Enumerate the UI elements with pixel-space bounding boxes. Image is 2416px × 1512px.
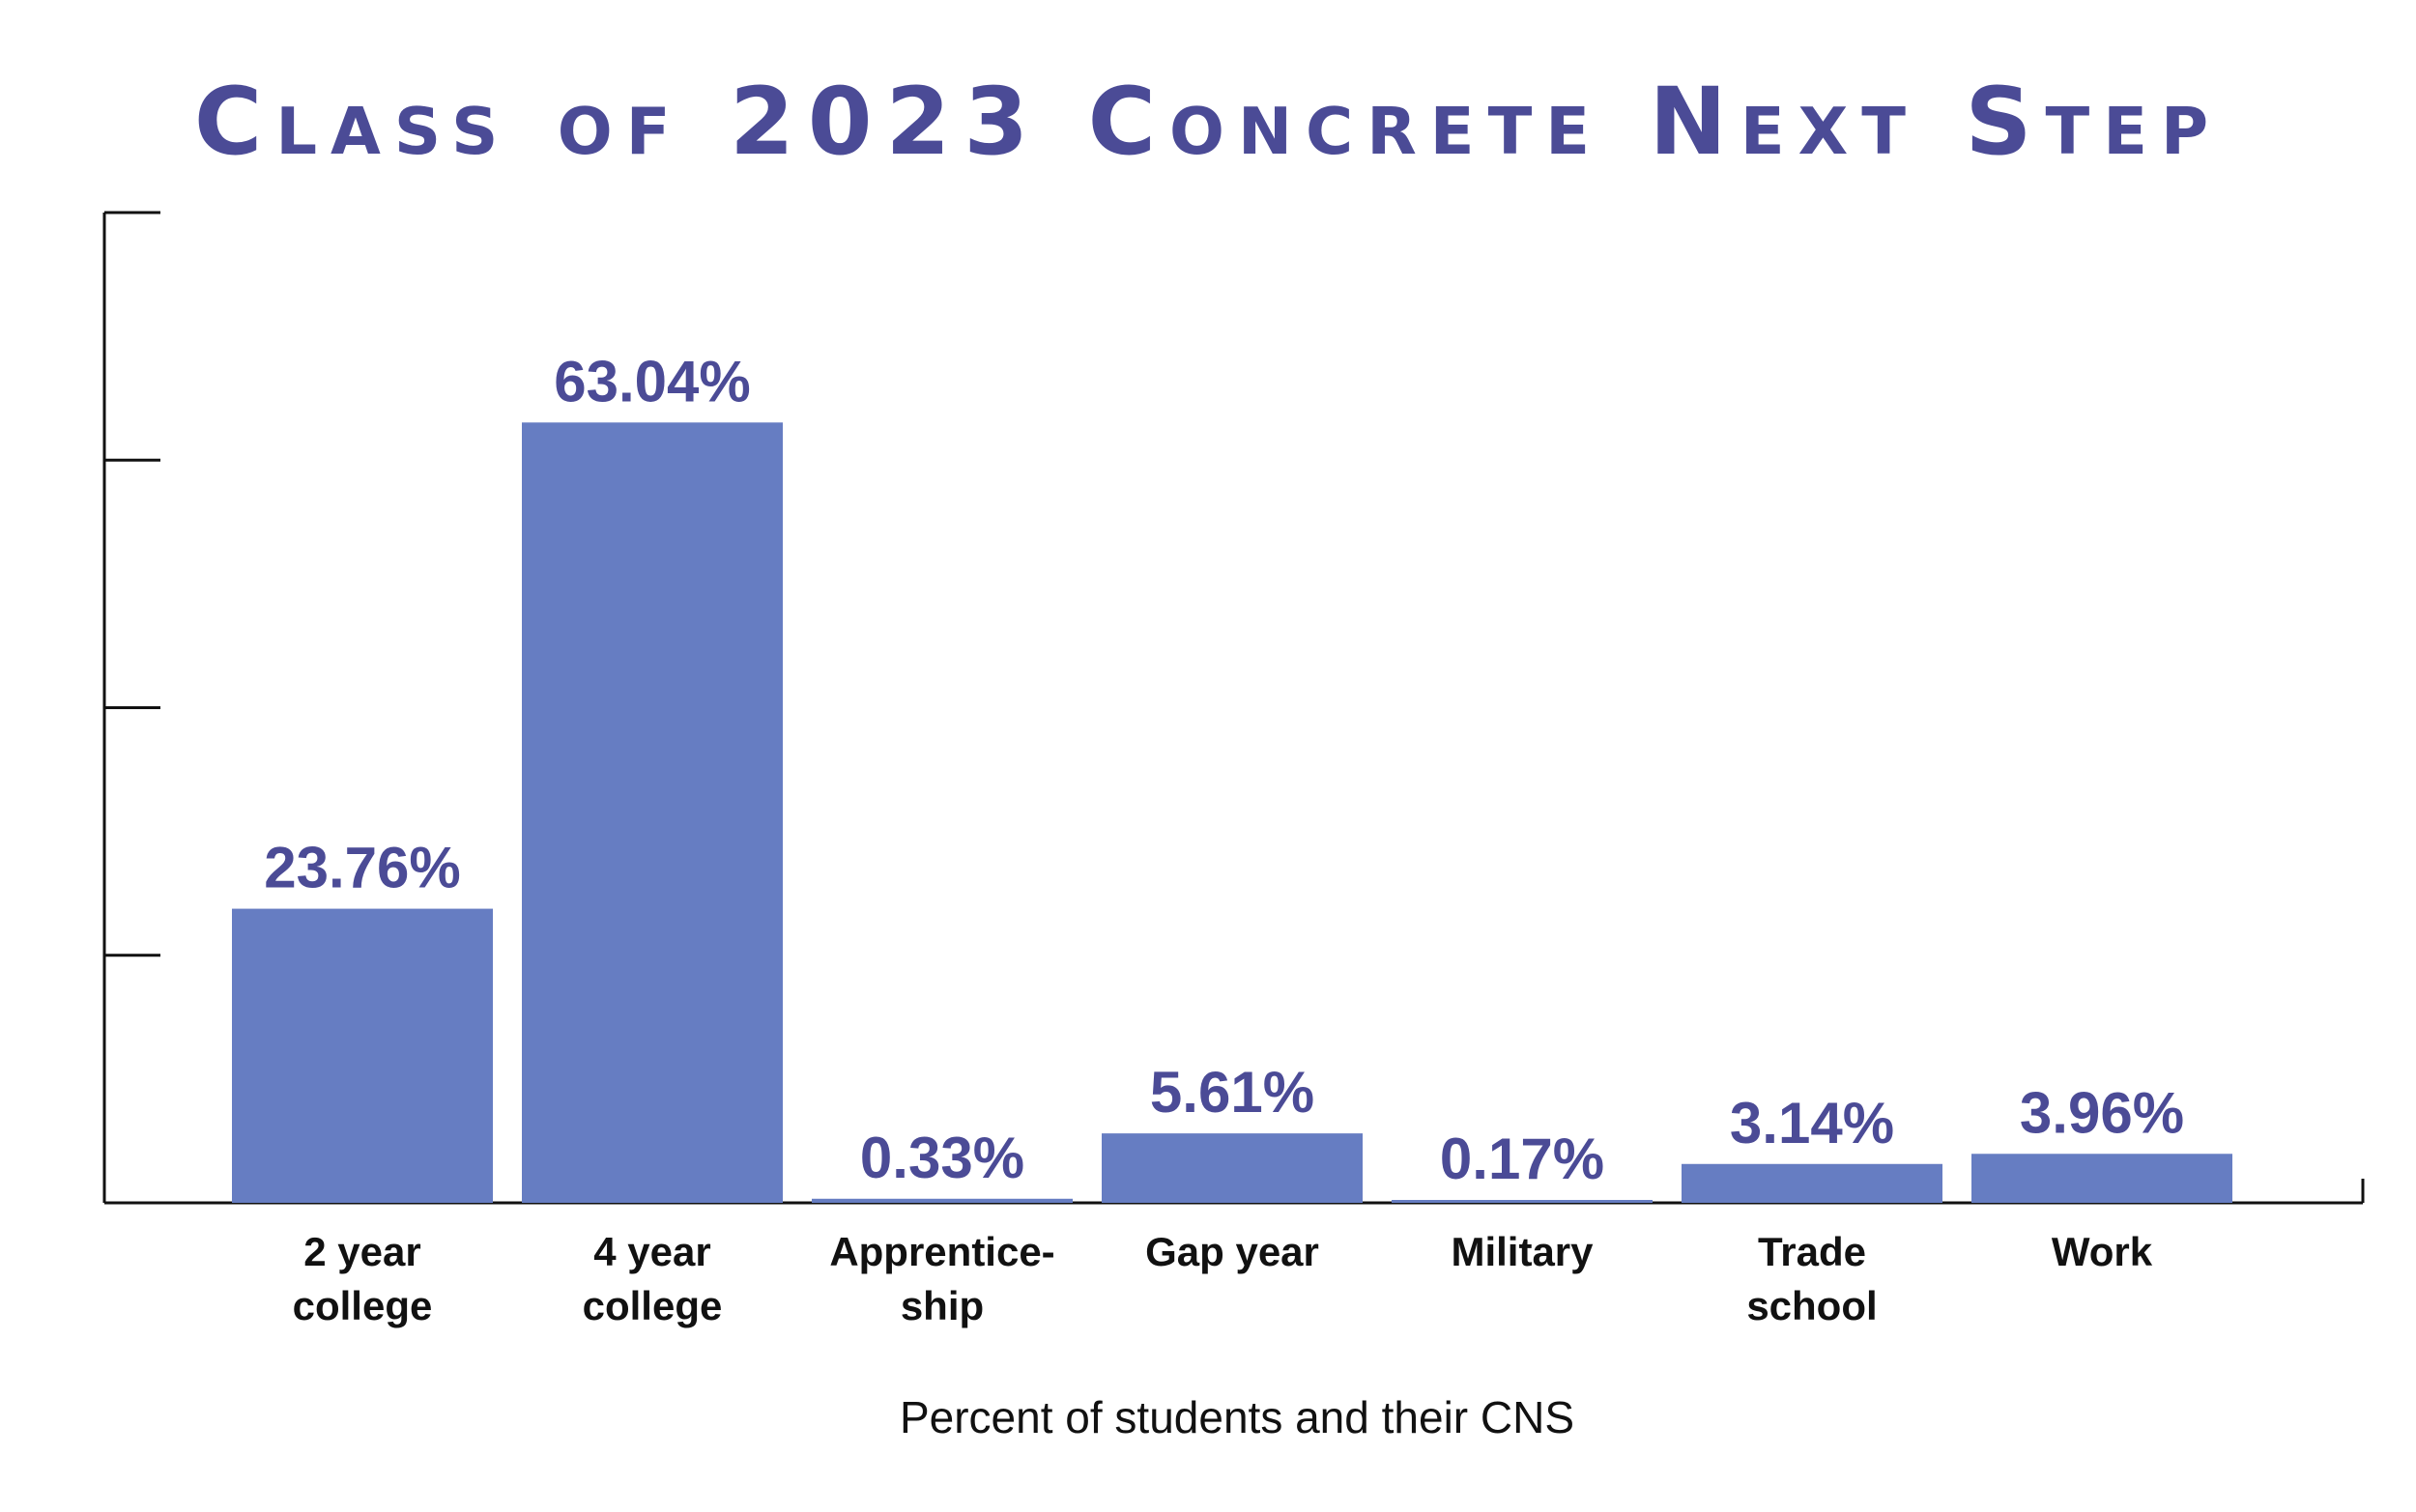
category-label-line: Military [1451, 1229, 1594, 1274]
bar [522, 422, 783, 1203]
data-label: 5.61% [1150, 1060, 1314, 1125]
bars [232, 422, 2232, 1203]
x-axis-label: Percent of students and their CNS [899, 1392, 1575, 1442]
bar [1971, 1154, 2232, 1203]
bar [1682, 1163, 1942, 1203]
category-label: Military [1451, 1229, 1594, 1274]
bar [1392, 1200, 1653, 1203]
category-label-line: Trade [1758, 1229, 1866, 1274]
data-label: 23.76% [264, 836, 461, 900]
bar [812, 1198, 1073, 1203]
bar [1102, 1133, 1363, 1203]
data-label: 3.14% [1730, 1091, 1894, 1155]
bar [232, 908, 493, 1203]
data-label: 3.96% [2020, 1080, 2184, 1145]
category-label-line: Apprentice- [829, 1229, 1054, 1274]
category-label-line: 2 year [303, 1229, 420, 1274]
category-label-line: school [1746, 1283, 1877, 1328]
category-label-line: Gap year [1145, 1229, 1319, 1274]
category-label: Gap year [1145, 1229, 1319, 1274]
category-label: Work [2052, 1229, 2153, 1274]
data-label: 63.04% [554, 349, 751, 414]
category-labels: 2 year college 4 year college Apprentice-shi… [293, 1229, 2153, 1328]
category-label-line: college [293, 1283, 433, 1328]
category-label: 4 year college [583, 1229, 723, 1328]
category-label-line: 4 year [593, 1229, 710, 1274]
category-label-line: Work [2052, 1229, 2153, 1274]
data-label: 0.33% [860, 1126, 1024, 1190]
data-label: 0.17% [1440, 1127, 1604, 1191]
category-label-line: ship [901, 1283, 984, 1328]
category-label: Trade school [1746, 1229, 1877, 1328]
value-labels: 23.76% 63.04% 0.33% 5.61% 0.17% 3.14% 3.96% [264, 349, 2184, 1191]
category-label-line: college [583, 1283, 723, 1328]
category-label: 2 year college [293, 1229, 433, 1328]
category-label: Apprentice-ship [829, 1229, 1054, 1328]
chart-title: Class of 2023 Concrete Next Step [193, 68, 2223, 176]
